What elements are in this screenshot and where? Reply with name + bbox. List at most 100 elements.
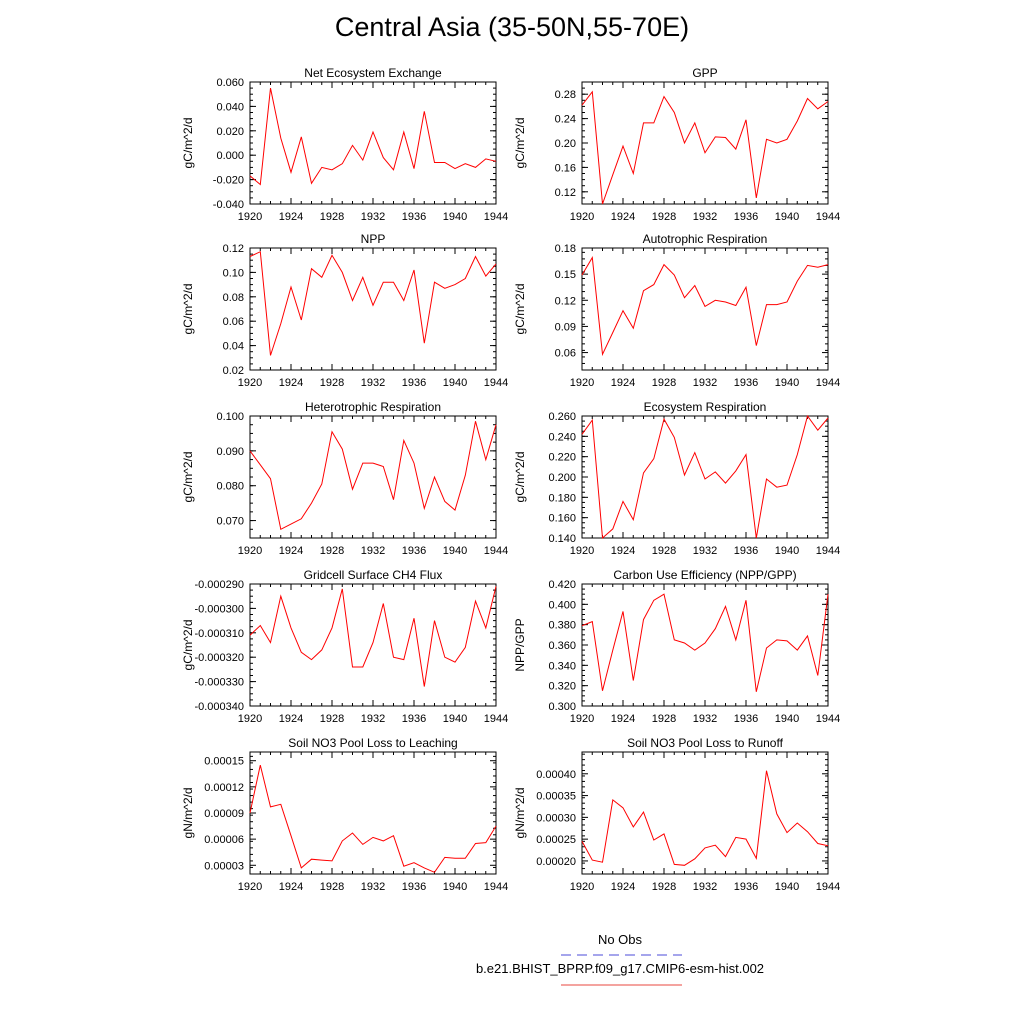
x-tick-label: 1936 — [402, 545, 426, 557]
panel-title: Net Ecosystem Exchange — [304, 66, 442, 80]
y-tick-label: 0.180 — [548, 492, 576, 504]
x-tick-label: 1936 — [734, 377, 758, 389]
y-tick-label: 0.00030 — [536, 812, 576, 824]
x-tick-label: 1932 — [361, 545, 385, 557]
y-tick-label: -0.000330 — [194, 677, 244, 689]
plot-frame — [581, 751, 829, 875]
y-axis-label: gC/m^2/d — [513, 118, 527, 169]
x-tick-label: 1920 — [238, 713, 262, 725]
series-line — [581, 593, 829, 692]
y-axis-label: NPP/GPP — [513, 618, 527, 671]
x-tick-label: 1924 — [611, 881, 635, 893]
x-tick-label: 1924 — [279, 211, 303, 223]
x-tick-label: 1936 — [734, 211, 758, 223]
x-tick-label: 1920 — [570, 713, 594, 725]
y-tick-label: 0.260 — [548, 411, 576, 423]
y-tick-label: -0.000310 — [194, 628, 244, 640]
panel-title: Soil NO3 Pool Loss to Leaching — [288, 736, 457, 750]
y-tick-label: -0.000320 — [194, 652, 244, 664]
series-line — [581, 90, 829, 205]
y-tick-label: 0.220 — [548, 452, 576, 464]
x-tick-label: 1940 — [775, 211, 799, 223]
x-tick-label: 1944 — [484, 211, 508, 223]
plot-frame — [581, 247, 829, 371]
series-line — [249, 421, 497, 531]
x-tick-label: 1920 — [570, 211, 594, 223]
x-tick-label: 1920 — [238, 545, 262, 557]
x-tick-label: 1940 — [443, 713, 467, 725]
y-tick-label: 0.12 — [555, 295, 576, 307]
y-tick-label: 0.090 — [216, 446, 244, 458]
series-line — [249, 586, 497, 687]
y-tick-label: 0.00012 — [204, 782, 244, 794]
x-tick-label: 1924 — [279, 377, 303, 389]
chart-panel: Soil NO3 Pool Loss to Runoff gN/m^2/d 1920… — [513, 736, 840, 893]
x-tick-label: 1920 — [570, 881, 594, 893]
series-line — [249, 87, 497, 186]
x-tick-label: 1924 — [279, 713, 303, 725]
y-axis-label: gC/m^2/d — [181, 284, 195, 335]
x-tick-label: 1932 — [693, 881, 717, 893]
x-tick-label: 1924 — [279, 881, 303, 893]
y-tick-label: 0.00015 — [204, 756, 244, 768]
plot-frame — [581, 81, 829, 205]
legend-label-model: b.e21.BHIST_BPRP.f09_g17.CMIP6-esm-hist.… — [475, 961, 765, 976]
figure-title: Central Asia (35-50N,55-70E) — [334, 12, 690, 42]
y-tick-label: 0.04 — [223, 341, 244, 353]
panel-title: Gridcell Surface CH4 Flux — [304, 568, 443, 582]
y-tick-label: 0.000 — [216, 150, 244, 162]
y-tick-label: 0.06 — [223, 316, 244, 328]
plot-frame — [249, 81, 497, 205]
x-tick-label: 1936 — [734, 881, 758, 893]
y-tick-label: 0.20 — [555, 138, 576, 150]
y-tick-label: 0.200 — [548, 472, 576, 484]
x-tick-label: 1928 — [652, 713, 676, 725]
y-tick-label: 0.00009 — [204, 808, 244, 820]
y-tick-label: 0.160 — [548, 513, 576, 525]
y-tick-label: -0.020 — [213, 175, 244, 187]
x-tick-label: 1928 — [320, 881, 344, 893]
y-tick-label: 0.00040 — [536, 769, 576, 781]
chart-panel: Heterotrophic Respiration gC/m^2/d 1920 192… — [181, 400, 508, 557]
y-tick-label: 0.040 — [216, 101, 244, 113]
y-tick-label: 0.020 — [216, 126, 244, 138]
y-tick-label: 0.16 — [555, 162, 576, 174]
x-tick-label: 1944 — [816, 211, 840, 223]
y-tick-label: -0.000300 — [194, 603, 244, 615]
y-tick-label: 0.00003 — [204, 860, 244, 872]
x-tick-label: 1936 — [734, 545, 758, 557]
y-tick-label: 0.15 — [555, 269, 576, 281]
y-tick-label: -0.000340 — [194, 701, 244, 713]
chart-panel: Ecosystem Respiration gC/m^2/d 1920 1924 192… — [513, 400, 840, 557]
x-tick-label: 1944 — [484, 881, 508, 893]
y-tick-label: 0.240 — [548, 431, 576, 443]
x-tick-label: 1936 — [402, 377, 426, 389]
x-tick-label: 1928 — [320, 545, 344, 557]
panel-title: Soil NO3 Pool Loss to Runoff — [627, 736, 784, 750]
x-tick-label: 1920 — [570, 377, 594, 389]
chart-panel: Soil NO3 Pool Loss to Leaching gN/m^2/d 19… — [181, 736, 508, 893]
panel-title: Autotrophic Respiration — [643, 232, 768, 246]
x-tick-label: 1920 — [570, 545, 594, 557]
legend-swatch-obs — [561, 954, 682, 956]
x-tick-label: 1924 — [611, 713, 635, 725]
x-tick-label: 1940 — [443, 881, 467, 893]
x-tick-label: 1936 — [402, 881, 426, 893]
x-tick-label: 1928 — [320, 377, 344, 389]
panel-title: NPP — [361, 232, 386, 246]
y-tick-label: 0.10 — [223, 267, 244, 279]
y-tick-label: 0.24 — [555, 114, 576, 126]
x-tick-label: 1944 — [484, 545, 508, 557]
y-tick-label: 0.06 — [555, 348, 576, 360]
x-tick-label: 1944 — [816, 377, 840, 389]
y-tick-label: -0.000290 — [194, 579, 244, 591]
y-tick-label: 0.140 — [548, 533, 576, 545]
y-tick-label: 0.00035 — [536, 791, 576, 803]
y-tick-label: 0.12 — [555, 187, 576, 199]
panel-title: Heterotrophic Respiration — [305, 400, 441, 414]
plot-frame — [249, 415, 497, 539]
x-tick-label: 1928 — [320, 713, 344, 725]
y-axis-label: gC/m^2/d — [513, 284, 527, 335]
x-tick-label: 1940 — [775, 713, 799, 725]
y-tick-label: 0.100 — [216, 411, 244, 423]
